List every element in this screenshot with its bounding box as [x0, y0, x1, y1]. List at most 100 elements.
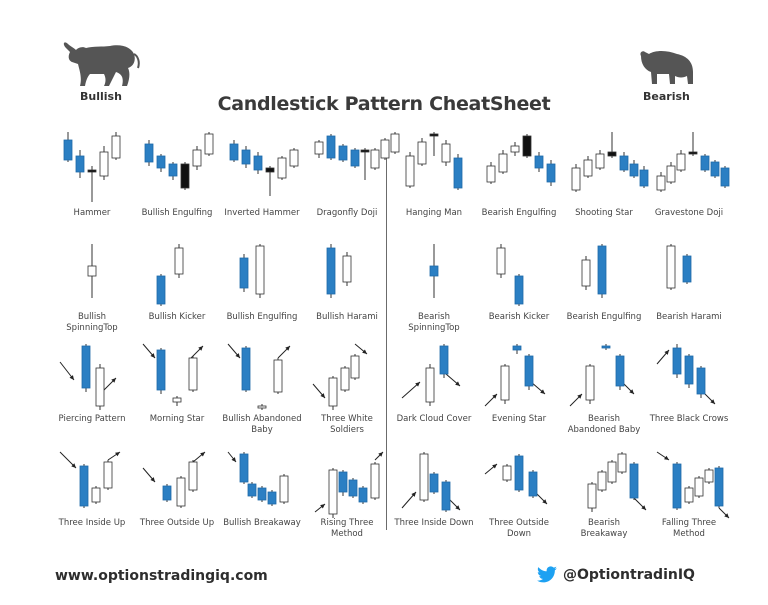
pattern-name: Bullish Kicker	[148, 312, 206, 322]
pattern-name: Bullish Abandoned Baby	[222, 414, 302, 435]
candle	[502, 464, 512, 482]
candle	[156, 154, 166, 172]
candle-body	[239, 453, 249, 483]
candle-body	[514, 455, 524, 491]
candle	[176, 476, 186, 508]
pattern-name: Bearish Engulfing	[481, 208, 557, 218]
candle	[277, 156, 287, 180]
pattern-card: Hammer	[52, 128, 132, 234]
candle	[672, 462, 682, 510]
candle-body	[585, 365, 595, 401]
twitter-link[interactable]: @OptiontradinIQ	[536, 566, 695, 584]
candle	[279, 474, 289, 504]
candle-body	[277, 157, 287, 179]
pattern-name: Morning Star	[149, 414, 205, 424]
candle	[239, 254, 249, 292]
candle-body	[328, 377, 338, 407]
candle	[496, 244, 506, 278]
candle	[597, 470, 607, 492]
candle	[439, 344, 449, 378]
bullish-label: Bullish	[80, 90, 122, 103]
candle	[188, 460, 198, 492]
candle-body	[253, 155, 263, 171]
arrow-head	[71, 463, 76, 468]
candle-body	[684, 487, 694, 503]
arrow-head	[150, 477, 155, 482]
candle	[524, 354, 534, 390]
pattern-name: Bullish Breakaway	[223, 518, 301, 528]
pattern-name: Hanging Man	[405, 208, 463, 218]
candle	[79, 464, 89, 508]
candle-body	[696, 367, 706, 395]
candle-body	[583, 159, 593, 177]
candle-body	[370, 463, 380, 499]
candle	[510, 142, 520, 156]
candle-body	[486, 165, 496, 183]
website-link[interactable]: www.optionstradingiq.com	[55, 568, 268, 584]
candle	[486, 162, 496, 184]
candle	[257, 486, 267, 502]
candle-body	[522, 135, 532, 157]
candle-body	[204, 133, 214, 155]
candle-body	[79, 465, 89, 507]
candle	[358, 486, 368, 504]
arrow-head	[411, 492, 416, 497]
candle	[710, 160, 720, 178]
arrow-head	[577, 394, 582, 399]
candle-body	[700, 155, 710, 171]
arrow-head	[540, 389, 545, 394]
pattern-illustration	[587, 452, 647, 512]
candle-body	[289, 149, 299, 167]
pattern-illustration	[656, 451, 730, 519]
arrow-head	[320, 393, 325, 398]
candle-body	[87, 265, 97, 277]
candle	[273, 358, 283, 394]
candle	[326, 244, 336, 298]
candle-body	[350, 355, 360, 379]
candle	[257, 404, 267, 410]
candle-body	[239, 257, 249, 289]
pattern-card: Bearish Abandoned Baby	[564, 340, 644, 440]
candle	[512, 344, 522, 354]
candle-body	[63, 139, 73, 161]
pattern-illustration	[326, 244, 352, 298]
candle	[684, 354, 694, 388]
candle	[429, 132, 439, 156]
candle-body	[358, 487, 368, 503]
candle	[204, 132, 214, 156]
arrow-head	[641, 505, 646, 510]
arrow-head	[198, 346, 203, 351]
candle-body	[328, 469, 338, 515]
candle-body	[498, 153, 508, 173]
candle-body	[326, 247, 336, 295]
candle-body	[390, 133, 400, 153]
pattern-name: Bearish Breakaway	[580, 518, 628, 539]
candle-body	[265, 167, 275, 173]
candle-body	[514, 275, 524, 305]
candle	[342, 252, 352, 286]
pattern-card: Inverted Hammer	[222, 128, 302, 234]
pattern-card: Bearish Harami	[649, 240, 729, 338]
candle	[696, 366, 706, 398]
candle-body	[429, 473, 439, 493]
candle-body	[229, 143, 239, 161]
pattern-illustration	[144, 132, 214, 190]
candle	[682, 254, 692, 284]
pattern-card: Bullish SpinningTop	[52, 240, 132, 338]
pattern-name: Dragonfly Doji	[316, 208, 378, 218]
candle-body	[656, 175, 666, 191]
pattern-name: Three Inside Down	[394, 518, 474, 528]
candle-body	[502, 465, 512, 481]
pattern-illustration	[666, 244, 692, 290]
candle	[188, 356, 198, 392]
pattern-card: Bearish Engulfing	[564, 240, 644, 338]
candle	[255, 244, 265, 298]
candle-body	[597, 245, 607, 295]
arrow-head	[664, 350, 669, 355]
candle-body	[111, 135, 121, 159]
candle-body	[267, 491, 277, 505]
candle-body	[607, 461, 617, 483]
bearish-label: Bearish	[643, 90, 690, 103]
candle	[583, 156, 593, 178]
pattern-card: Bearish Engulfing	[479, 128, 559, 234]
